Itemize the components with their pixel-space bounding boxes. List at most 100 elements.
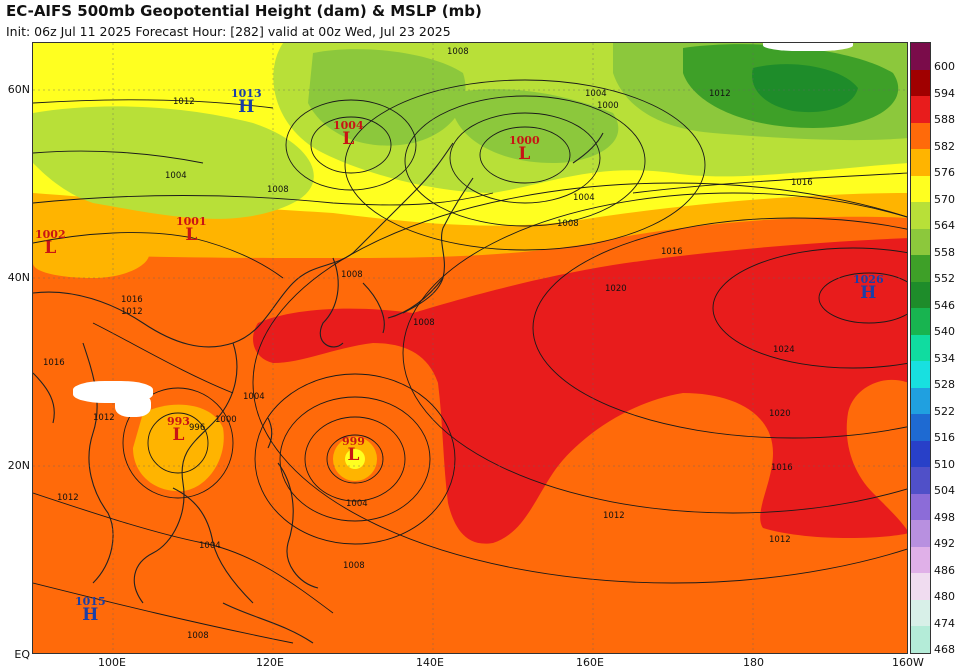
colorbar — [910, 42, 931, 654]
coastlines — [33, 132, 604, 644]
colorbar-swatch — [911, 122, 930, 150]
pressure-center-low: 1000 L — [509, 134, 540, 164]
colorbar-level-label: 522 — [934, 404, 955, 418]
isobar-label: 1008 — [413, 318, 435, 328]
colorbar-level-label: 486 — [934, 563, 955, 577]
isobar-label: 1012 — [173, 97, 195, 107]
colorbar-swatch — [911, 175, 930, 203]
isobar-label: 1016 — [661, 247, 683, 257]
isobar-label: 1012 — [769, 535, 791, 545]
colorbar-swatch — [911, 308, 930, 335]
isobar-label: 1012 — [57, 493, 79, 503]
isobar-label: 1016 — [121, 295, 143, 305]
pressure-center-low: 1002 L — [35, 228, 66, 258]
colorbar-swatch — [911, 467, 930, 494]
colorbar-level-label: 540 — [934, 325, 955, 339]
isobar-label: 1020 — [769, 409, 791, 419]
colorbar-level-label: 564 — [934, 219, 955, 233]
colorbar-level-label: 594 — [934, 86, 955, 100]
lat-label: 40N — [7, 271, 30, 284]
colorbar-swatch — [911, 414, 930, 441]
colorbar-level-label: 510 — [934, 457, 955, 471]
colorbar-swatch — [911, 387, 930, 415]
colorbar-swatch — [911, 96, 930, 123]
isobars — [33, 79, 907, 644]
isobar-label: 1012 — [709, 89, 731, 99]
pressure-center-low: 993 L — [167, 415, 190, 445]
colorbar-swatch — [911, 334, 930, 362]
lon-label: 120E — [256, 656, 284, 669]
redaction-blob — [763, 43, 853, 51]
map-canvas — [33, 43, 907, 653]
isobar-label: 1004 — [243, 392, 265, 402]
field-576-tibet — [33, 235, 150, 278]
colorbar-swatch — [911, 493, 930, 521]
colorbar-level-label: 498 — [934, 510, 955, 524]
colorbar-level-label: 576 — [934, 166, 955, 180]
isobar-label: 1004 — [585, 89, 607, 99]
isobar-label: 1016 — [771, 463, 793, 473]
colorbar-swatch — [911, 626, 930, 653]
isobar-label: 1004 — [199, 541, 221, 551]
field-570-typhoon — [345, 449, 365, 469]
colorbar-level-label: 600 — [934, 60, 955, 73]
lon-label: 160W — [892, 656, 924, 669]
isobar-label: 1012 — [93, 413, 115, 423]
colorbar-level-label: 480 — [934, 590, 955, 604]
isobar-label: 1004 — [346, 499, 368, 509]
colorbar-level-label: 570 — [934, 192, 955, 206]
colorbar-level-label: 558 — [934, 245, 955, 259]
isobar-label: 1000 — [597, 101, 619, 111]
isobar-label: 1020 — [605, 284, 627, 294]
lon-label: 140E — [416, 656, 444, 669]
chart-title: EC-AIFS 500mb Geopotential Height (dam) … — [6, 2, 482, 20]
isobar-label: 1008 — [343, 561, 365, 571]
pressure-center-high: 1026 H — [853, 273, 884, 303]
colorbar-level-label: 546 — [934, 298, 955, 312]
lon-label: 180 — [743, 656, 764, 669]
colorbar-swatch — [911, 546, 930, 574]
isobar-label: 1024 — [773, 345, 795, 355]
colorbar-swatch — [911, 43, 930, 70]
colorbar-swatch — [911, 69, 930, 97]
colorbar-swatch — [911, 599, 930, 627]
pressure-center-low: 1004 L — [333, 119, 364, 149]
isobar-label: 1012 — [603, 511, 625, 521]
isobar-label: 996 — [189, 423, 206, 433]
isobar-label: 1008 — [341, 270, 363, 280]
colorbar-level-label: 552 — [934, 272, 955, 286]
lon-label: 160E — [576, 656, 604, 669]
field-564-west — [33, 106, 314, 219]
field-576-vietnam — [133, 404, 224, 492]
colorbar-level-label: 492 — [934, 537, 955, 551]
colorbar-level-label: 588 — [934, 113, 955, 127]
colorbar-swatch — [911, 202, 930, 229]
pressure-center-low: 1001 L — [176, 215, 207, 245]
colorbar-level-label: 474 — [934, 616, 955, 630]
colorbar-swatch — [911, 573, 930, 600]
colorbar-swatch — [911, 255, 930, 282]
field-546 — [752, 64, 858, 113]
colorbar-level-label: 528 — [934, 378, 955, 392]
colorbar-swatch — [911, 228, 930, 256]
isobar-label: 1008 — [557, 219, 579, 229]
pressure-center-high: 1015 H — [75, 595, 106, 625]
colorbar-swatch — [911, 149, 930, 176]
isobar-label: 1008 — [267, 185, 289, 195]
isobar-label: 1016 — [43, 358, 65, 368]
colorbar-level-label: 516 — [934, 431, 955, 445]
colorbar-level-label: 468 — [934, 643, 955, 657]
isobar-label: 1008 — [187, 631, 209, 641]
isobar-label: 1012 — [121, 307, 143, 317]
lat-label: 60N — [7, 83, 30, 96]
pressure-center-low: 999 L — [342, 435, 365, 465]
isobar-label: 1004 — [573, 193, 595, 203]
colorbar-level-label: 504 — [934, 484, 955, 498]
pressure-center-high: 1013 H — [231, 87, 262, 117]
colorbar-swatch — [911, 281, 930, 309]
colorbar-level-label: 582 — [934, 139, 955, 153]
colorbar-swatch — [911, 520, 930, 547]
colorbar-level-label: 534 — [934, 351, 955, 365]
graticule — [33, 43, 907, 653]
